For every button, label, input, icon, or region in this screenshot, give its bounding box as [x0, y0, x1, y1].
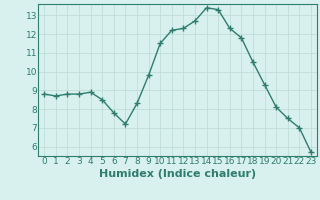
X-axis label: Humidex (Indice chaleur): Humidex (Indice chaleur): [99, 169, 256, 179]
